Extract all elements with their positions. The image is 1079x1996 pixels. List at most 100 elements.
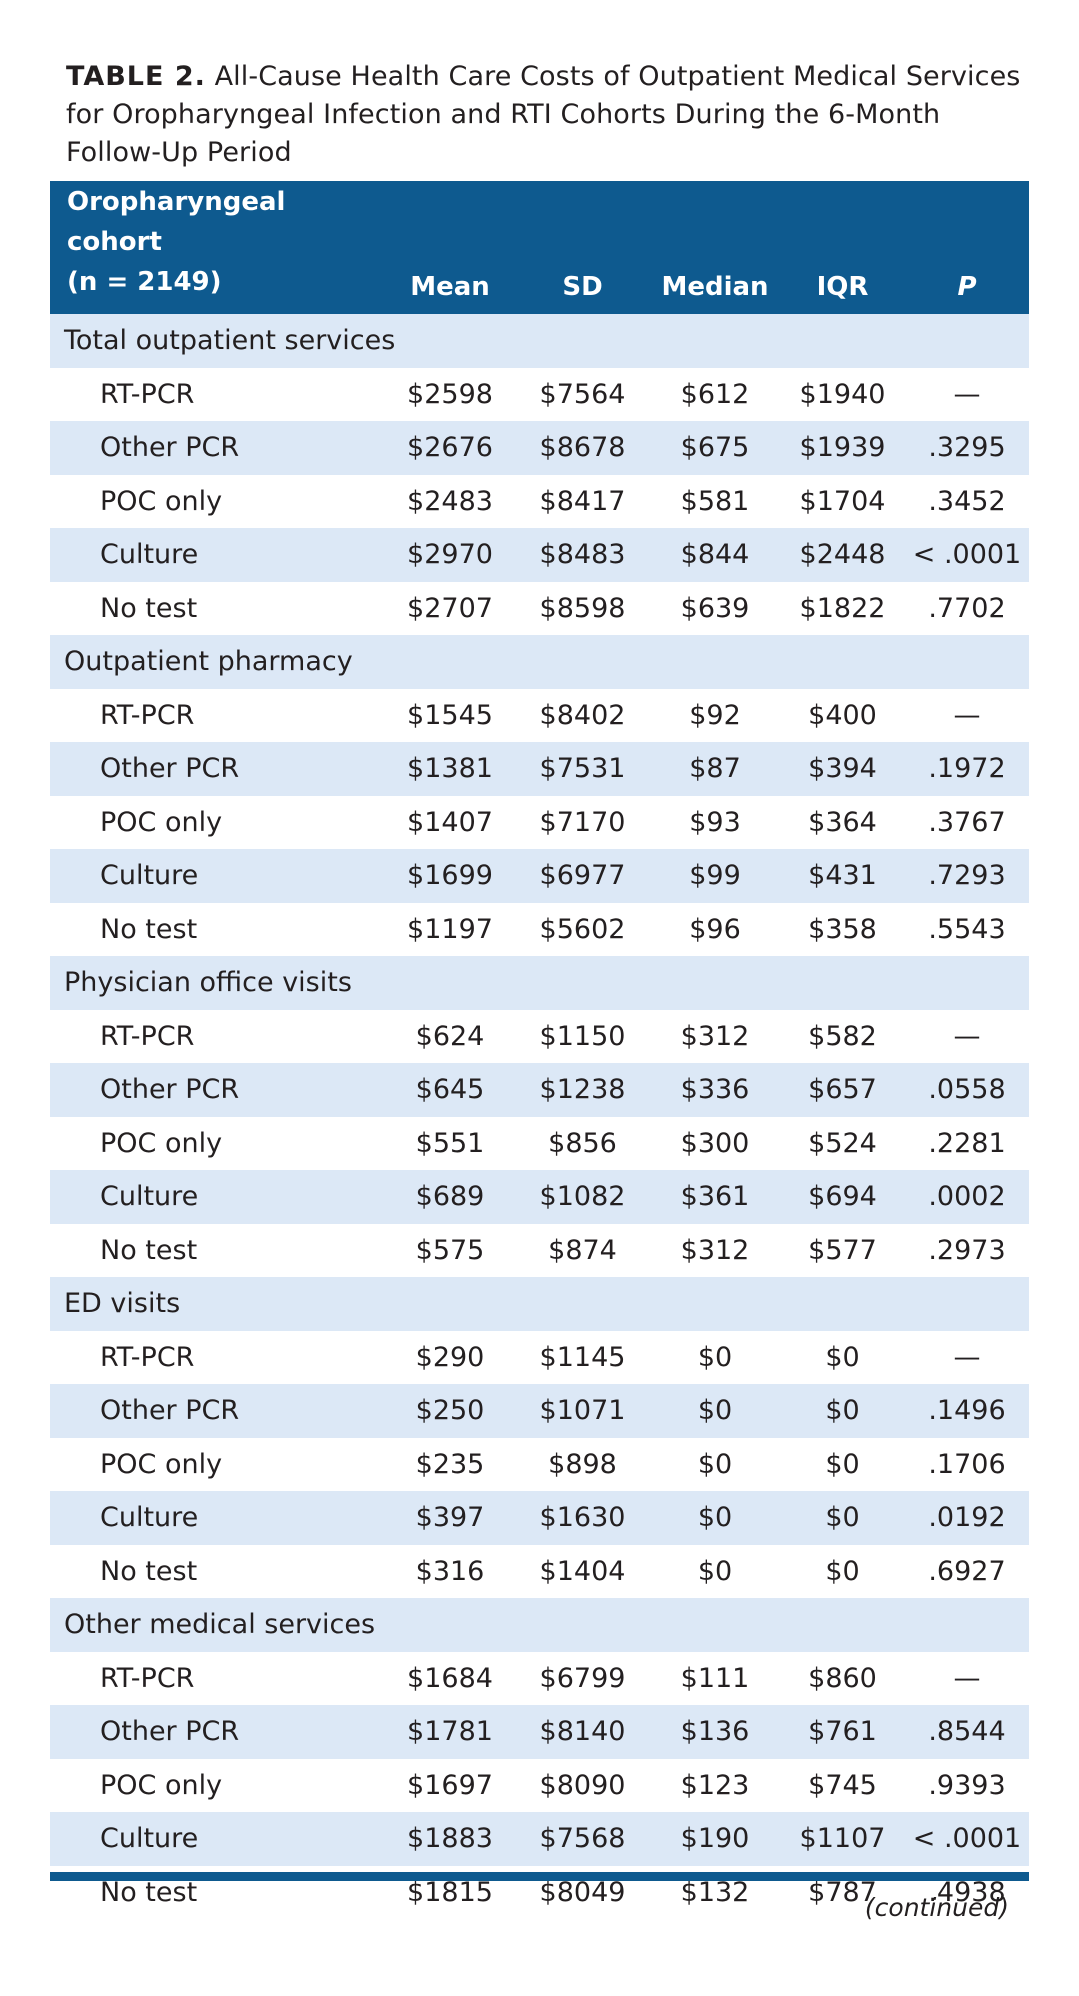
table-caption: TABLE 2. All-Cause Health Care Costs of … <box>66 58 1026 172</box>
cell-name: Other PCR <box>100 1074 240 1106</box>
cell-median: $361 <box>680 1181 750 1213</box>
cell-p: .0192 <box>928 1502 1006 1534</box>
table-caption-text: All-Cause Health Care Costs of Outpatien… <box>66 61 1021 168</box>
cell-mean: $235 <box>415 1448 485 1480</box>
cell-median: $96 <box>689 913 741 945</box>
cell-p: .8544 <box>928 1716 1006 1748</box>
cell-median: $99 <box>689 860 741 892</box>
cell-mean: $2707 <box>407 592 493 624</box>
cell-median: $312 <box>680 1020 750 1052</box>
cell-p: < .0001 <box>912 1823 1022 1855</box>
cell-name: POC only <box>100 1127 223 1159</box>
cell-p: .1706 <box>928 1448 1006 1480</box>
cell-mean: $2598 <box>407 378 493 410</box>
cell-p: — <box>953 1341 981 1373</box>
cell-name: No test <box>100 1876 198 1908</box>
cell-name: Culture <box>100 539 199 571</box>
cell-sd: $1150 <box>539 1020 626 1052</box>
cell-p: .2281 <box>928 1127 1006 1159</box>
header-p: P <box>957 272 977 302</box>
cell-iqr: $694 <box>808 1181 877 1213</box>
cell-sd: $1082 <box>539 1181 626 1213</box>
cell-name: Culture <box>100 1502 199 1534</box>
cost-table: Oropharyngeal cohort (n = 2149) Mean SD M… <box>50 181 1029 1919</box>
cell-p: .6927 <box>928 1555 1006 1587</box>
table-row: Culture $2970 $8483 $844 $2448 < .0001 <box>50 528 1029 582</box>
cell-mean: $290 <box>415 1341 485 1373</box>
section-row: Physician office visits <box>50 956 1029 1010</box>
table-row: Other PCR $250 $1071 $0 $0 .1496 <box>50 1384 1029 1438</box>
table-row: RT-PCR $624 $1150 $312 $582 — <box>50 1010 1029 1064</box>
cell-iqr: $0 <box>825 1448 860 1480</box>
cell-median: $844 <box>680 539 750 571</box>
cell-sd: $7170 <box>539 806 626 838</box>
cell-median: $612 <box>680 378 750 410</box>
cell-sd: $1071 <box>539 1395 626 1427</box>
cell-sd: $8140 <box>539 1716 626 1748</box>
cell-median: $136 <box>680 1716 750 1748</box>
cell-iqr: $577 <box>808 1234 877 1266</box>
section-row: Outpatient pharmacy <box>50 635 1029 689</box>
cell-p: .5543 <box>928 913 1006 945</box>
cell-name: Other PCR <box>100 753 240 785</box>
cell-sd: $8049 <box>539 1876 626 1908</box>
table-row: Other PCR $2676 $8678 $675 $1939 .3295 <box>50 421 1029 475</box>
table-row: No test $575 $874 $312 $577 .2973 <box>50 1224 1029 1278</box>
cell-iqr: $400 <box>808 699 877 731</box>
section-row: Other medical services <box>50 1598 1029 1652</box>
cell-iqr: $657 <box>808 1074 877 1106</box>
cell-iqr: $582 <box>808 1020 877 1052</box>
cell-mean: $551 <box>415 1127 485 1159</box>
cell-median: $190 <box>680 1823 750 1855</box>
cell-mean: $316 <box>415 1555 485 1587</box>
cell-p: — <box>953 1020 981 1052</box>
table-header-row: Oropharyngeal cohort (n = 2149) Mean SD M… <box>50 181 1029 314</box>
cell-iqr: $1822 <box>799 592 886 624</box>
table-row: Culture $1699 $6977 $99 $431 .7293 <box>50 849 1029 903</box>
cell-median: $132 <box>680 1876 750 1908</box>
cell-name: No test <box>100 592 198 624</box>
cell-median: $639 <box>680 592 750 624</box>
section-label: Outpatient pharmacy <box>64 646 353 678</box>
section-label: Total outpatient services <box>64 325 396 357</box>
cell-sd: $8678 <box>539 432 626 464</box>
cell-p: .4938 <box>928 1876 1006 1908</box>
cell-iqr: $0 <box>825 1341 860 1373</box>
cell-median: $111 <box>680 1662 750 1694</box>
cell-p: — <box>953 378 981 410</box>
cell-p: .9393 <box>928 1769 1006 1801</box>
table-row: RT-PCR $2598 $7564 $612 $1940 — <box>50 368 1029 422</box>
cell-median: $300 <box>680 1127 750 1159</box>
cell-mean: $645 <box>415 1074 485 1106</box>
cell-name: RT-PCR <box>100 699 195 731</box>
cell-name: Culture <box>100 1181 199 1213</box>
cell-iqr: $1107 <box>799 1823 886 1855</box>
cell-name: Other PCR <box>100 1395 240 1427</box>
table-row: RT-PCR $1545 $8402 $92 $400 — <box>50 689 1029 743</box>
cell-p: .1972 <box>928 753 1006 785</box>
cell-iqr: $1940 <box>799 378 886 410</box>
cell-mean: $1381 <box>407 753 493 785</box>
table-row: Culture $1883 $7568 $190 $1107 < .0001 <box>50 1812 1029 1866</box>
cell-mean: $1545 <box>407 699 493 731</box>
cell-sd: $8483 <box>539 539 626 571</box>
cell-median: $0 <box>697 1555 733 1587</box>
cell-iqr: $364 <box>808 806 877 838</box>
header-cohort: Oropharyngeal cohort (n = 2149) <box>50 181 385 314</box>
table-row: POC only $1697 $8090 $123 $745 .9393 <box>50 1759 1029 1813</box>
header-median: Median <box>661 272 769 302</box>
table-row: Other PCR $645 $1238 $336 $657 .0558 <box>50 1063 1029 1117</box>
cell-name: Other PCR <box>100 1716 240 1748</box>
cell-iqr: $787 <box>808 1876 877 1908</box>
cell-p: .7293 <box>928 860 1006 892</box>
cell-sd: $1404 <box>539 1555 626 1587</box>
cell-sd: $7531 <box>539 753 626 785</box>
section-row: Total outpatient services <box>50 314 1029 368</box>
cell-iqr: $0 <box>825 1395 860 1427</box>
cell-sd: $856 <box>548 1127 617 1159</box>
cell-name: RT-PCR <box>100 1341 195 1373</box>
cell-sd: $6799 <box>539 1662 626 1694</box>
table-row: Culture $689 $1082 $361 $694 .0002 <box>50 1170 1029 1224</box>
cell-median: $0 <box>697 1502 733 1534</box>
cell-median: $87 <box>689 753 741 785</box>
